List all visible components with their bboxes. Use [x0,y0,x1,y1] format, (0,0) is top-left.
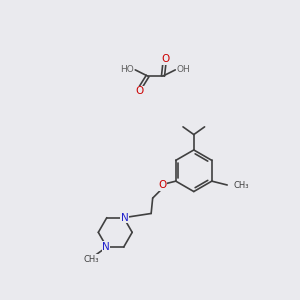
Text: O: O [161,54,170,64]
Text: HO: HO [120,64,134,74]
Text: O: O [159,180,167,190]
Text: O: O [136,86,144,96]
Text: N: N [102,242,110,252]
Text: OH: OH [177,64,190,74]
Text: N: N [121,213,128,223]
Text: CH₃: CH₃ [84,255,99,264]
Text: CH₃: CH₃ [233,181,249,190]
